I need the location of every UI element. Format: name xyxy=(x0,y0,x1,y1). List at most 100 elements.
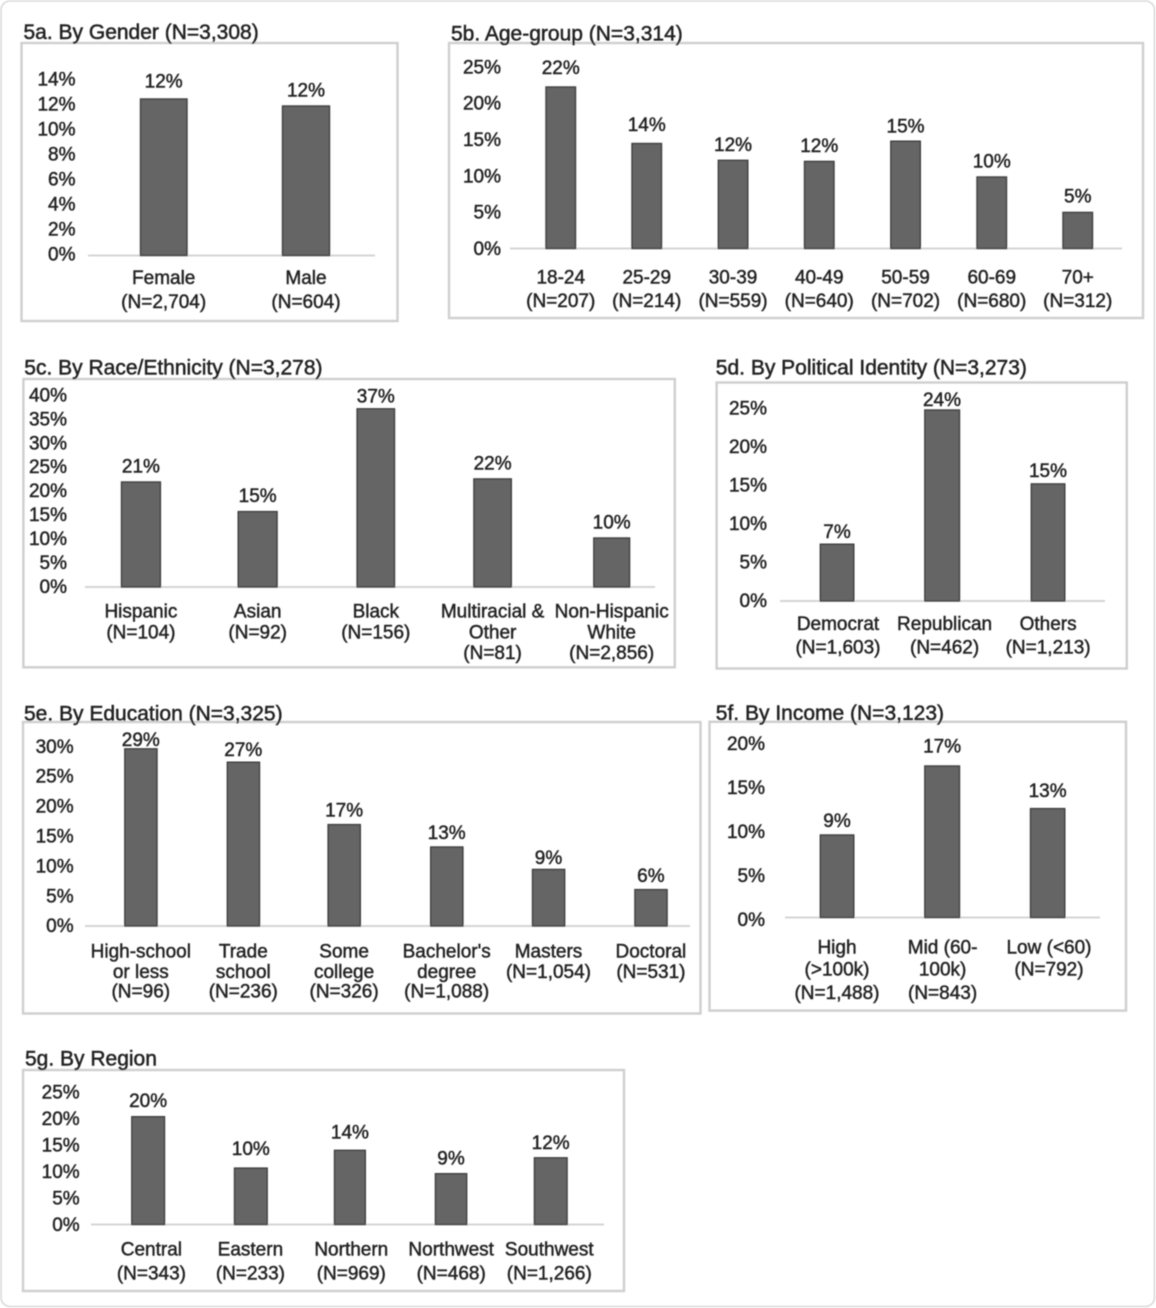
svg-text:25%: 25% xyxy=(463,57,501,78)
svg-text:5%: 5% xyxy=(474,203,502,224)
svg-text:5a. By Gender (N=3,308): 5a. By Gender (N=3,308) xyxy=(24,21,259,44)
svg-text:6%: 6% xyxy=(637,866,665,887)
svg-text:15%: 15% xyxy=(42,1136,80,1157)
svg-text:(N=1,054): (N=1,054) xyxy=(506,962,591,983)
svg-text:8%: 8% xyxy=(48,145,76,166)
svg-text:14%: 14% xyxy=(628,115,666,136)
svg-text:(N=1,603): (N=1,603) xyxy=(795,638,880,659)
svg-text:(N=1,213): (N=1,213) xyxy=(1006,638,1091,659)
svg-text:12%: 12% xyxy=(37,95,75,116)
svg-text:(N=702): (N=702) xyxy=(871,291,940,312)
svg-text:20%: 20% xyxy=(29,481,67,502)
svg-text:Eastern: Eastern xyxy=(218,1239,283,1260)
svg-text:0%: 0% xyxy=(46,916,74,937)
svg-text:50-59: 50-59 xyxy=(881,267,930,288)
svg-text:5%: 5% xyxy=(52,1189,80,1210)
svg-text:22%: 22% xyxy=(474,454,512,475)
svg-text:High: High xyxy=(817,938,856,959)
svg-text:10%: 10% xyxy=(593,513,631,534)
svg-text:Multiracial &: Multiracial & xyxy=(441,602,545,623)
svg-text:2%: 2% xyxy=(48,220,76,241)
svg-text:17%: 17% xyxy=(923,736,961,757)
svg-text:20%: 20% xyxy=(727,734,765,755)
svg-text:(N=640): (N=640) xyxy=(785,291,854,312)
svg-text:20%: 20% xyxy=(36,797,74,818)
svg-text:12%: 12% xyxy=(532,1133,570,1154)
svg-text:Low (<60): Low (<60) xyxy=(1006,938,1091,959)
svg-text:17%: 17% xyxy=(325,801,363,822)
svg-text:(N=468): (N=468) xyxy=(417,1263,486,1284)
svg-text:Democrat: Democrat xyxy=(797,614,880,635)
svg-text:Masters: Masters xyxy=(515,942,583,963)
svg-text:5b. Age-group (N=3,314): 5b. Age-group (N=3,314) xyxy=(451,23,683,46)
svg-text:20%: 20% xyxy=(729,437,767,458)
svg-text:15%: 15% xyxy=(29,505,67,526)
svg-text:25%: 25% xyxy=(36,767,74,788)
svg-text:15%: 15% xyxy=(727,778,765,799)
svg-text:(N=559): (N=559) xyxy=(698,291,767,312)
svg-text:Doctoral: Doctoral xyxy=(616,942,687,963)
svg-text:13%: 13% xyxy=(428,823,466,844)
svg-text:0%: 0% xyxy=(48,245,76,266)
svg-text:(N=2,704): (N=2,704) xyxy=(121,292,206,313)
svg-text:10%: 10% xyxy=(973,151,1011,172)
svg-text:10%: 10% xyxy=(29,529,67,550)
svg-text:27%: 27% xyxy=(224,740,262,761)
svg-text:Black: Black xyxy=(353,602,400,623)
svg-text:5%: 5% xyxy=(740,553,768,574)
svg-text:22%: 22% xyxy=(542,58,580,79)
svg-text:21%: 21% xyxy=(122,457,160,478)
svg-text:5%: 5% xyxy=(46,886,74,907)
svg-text:5f. By Income (N=3,123): 5f. By Income (N=3,123) xyxy=(716,702,944,725)
svg-text:(>100k): (>100k) xyxy=(805,960,870,981)
svg-text:Trade: Trade xyxy=(219,942,268,963)
svg-text:(N=1,266): (N=1,266) xyxy=(507,1263,592,1284)
svg-text:(N=104): (N=104) xyxy=(106,622,175,643)
svg-text:Others: Others xyxy=(1020,614,1077,635)
svg-text:14%: 14% xyxy=(331,1122,369,1143)
svg-text:25-29: 25-29 xyxy=(622,267,671,288)
svg-text:14%: 14% xyxy=(37,70,75,91)
svg-text:Southwest: Southwest xyxy=(505,1239,594,1260)
svg-text:10%: 10% xyxy=(37,120,75,141)
svg-text:4%: 4% xyxy=(48,195,76,216)
svg-text:5%: 5% xyxy=(1064,186,1092,207)
svg-text:5%: 5% xyxy=(40,553,68,574)
svg-text:15%: 15% xyxy=(239,486,277,507)
svg-text:(N=92): (N=92) xyxy=(228,622,287,643)
svg-text:(N=236): (N=236) xyxy=(209,982,278,1003)
svg-text:5g. By Region: 5g. By Region xyxy=(25,1048,157,1071)
svg-text:15%: 15% xyxy=(887,117,925,138)
svg-text:9%: 9% xyxy=(535,848,563,869)
svg-text:Female: Female xyxy=(132,268,195,289)
svg-text:(N=81): (N=81) xyxy=(463,643,522,664)
svg-text:15%: 15% xyxy=(729,476,767,497)
svg-text:40-49: 40-49 xyxy=(795,267,844,288)
svg-text:(N=2,856): (N=2,856) xyxy=(569,643,654,664)
svg-text:20%: 20% xyxy=(42,1109,80,1130)
svg-text:(N=96): (N=96) xyxy=(111,982,170,1003)
svg-text:(N=604): (N=604) xyxy=(271,292,340,313)
svg-text:Male: Male xyxy=(285,268,326,289)
svg-text:Northwest: Northwest xyxy=(408,1239,494,1260)
svg-text:60-69: 60-69 xyxy=(967,267,1016,288)
svg-text:100k): 100k) xyxy=(919,960,967,981)
svg-text:10%: 10% xyxy=(36,856,74,877)
svg-text:college: college xyxy=(314,962,374,983)
svg-text:5c. By Race/Ethnicity (N=3,278: 5c. By Race/Ethnicity (N=3,278) xyxy=(24,357,322,380)
svg-text:20%: 20% xyxy=(129,1091,167,1112)
svg-text:70+: 70+ xyxy=(1062,267,1094,288)
svg-text:Bachelor's: Bachelor's xyxy=(403,942,491,963)
svg-text:40%: 40% xyxy=(29,385,67,406)
svg-text:25%: 25% xyxy=(29,457,67,478)
svg-text:12%: 12% xyxy=(145,72,183,93)
svg-text:15%: 15% xyxy=(1029,461,1067,482)
svg-text:18-24: 18-24 xyxy=(536,267,585,288)
svg-text:13%: 13% xyxy=(1029,781,1067,802)
svg-text:10%: 10% xyxy=(727,822,765,843)
svg-text:(N=207): (N=207) xyxy=(526,291,595,312)
svg-text:Mid (60-: Mid (60- xyxy=(908,938,978,959)
svg-text:High-school: High-school xyxy=(91,942,191,963)
svg-text:0%: 0% xyxy=(738,910,766,931)
svg-text:(N=680): (N=680) xyxy=(957,291,1026,312)
